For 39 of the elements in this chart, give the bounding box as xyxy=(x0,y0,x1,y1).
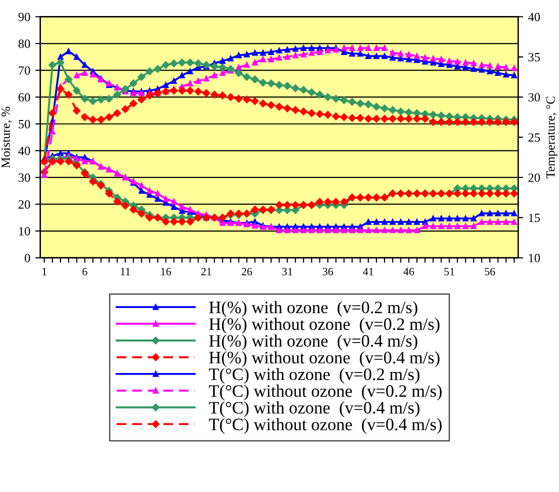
x-tick-label: 21 xyxy=(201,268,212,276)
x-tick-label: 6 xyxy=(82,268,88,276)
y-tick-label: 70 xyxy=(18,66,30,75)
y-tick-label: 0 xyxy=(24,254,30,262)
y-tick-label: 90 xyxy=(18,12,30,22)
y2-tick-label: 20 xyxy=(528,173,540,182)
x-tick-label: 56 xyxy=(484,268,496,276)
y-tick-label: 60 xyxy=(18,93,30,102)
legend-label: T(°C) with ozone (v=0.2 m/s) xyxy=(208,368,420,384)
legend-label: H(%) with ozone (v=0.4 m/s) xyxy=(209,334,418,350)
legend-label: H(%) without ozone (v=0.4 m/s) xyxy=(209,351,440,367)
y2-tick-label: 10 xyxy=(529,254,540,262)
legend-label: H(%) with ozone (v=0.2 m/s) xyxy=(209,301,418,317)
y2-tick-label: 25 xyxy=(528,133,540,142)
y-tick-label: 20 xyxy=(18,200,30,209)
y2-tick-label: 15 xyxy=(529,214,540,222)
x-tick-label: 26 xyxy=(242,268,252,276)
y2-axis-title: Temperature, °C xyxy=(546,96,558,178)
y-tick-label: 80 xyxy=(18,40,30,48)
x-tick-label: 1 xyxy=(42,268,46,276)
y-tick-label: 10 xyxy=(19,227,30,236)
legend-label: T(°C) without ozone (v=0.4 m/s) xyxy=(208,418,442,434)
y2-tick-label: 35 xyxy=(528,52,540,62)
x-tick-label: 46 xyxy=(403,268,414,276)
x-tick-label: 51 xyxy=(444,268,454,276)
y-tick-label: 50 xyxy=(18,120,30,128)
legend-label: T(°C) with ozone (v=0.4 m/s) xyxy=(208,401,420,418)
legend-label: T(°C) without ozone (v=0.2 m/s) xyxy=(208,384,442,400)
x-tick-label: 16 xyxy=(161,268,172,276)
legend-label: H(%) without ozone (v=0.2 m/s) xyxy=(209,318,440,334)
x-tick-label: 41 xyxy=(362,268,374,276)
y-axis-title: Moisture, % xyxy=(1,106,12,168)
y-tick-label: 40 xyxy=(18,146,30,156)
y-tick-label: 30 xyxy=(18,173,30,182)
x-tick-label: 11 xyxy=(120,268,130,276)
x-tick-label: 36 xyxy=(322,268,334,276)
y2-tick-label: 40 xyxy=(528,12,540,22)
y2-tick-label: 30 xyxy=(528,93,540,102)
x-tick-label: 31 xyxy=(282,268,292,276)
